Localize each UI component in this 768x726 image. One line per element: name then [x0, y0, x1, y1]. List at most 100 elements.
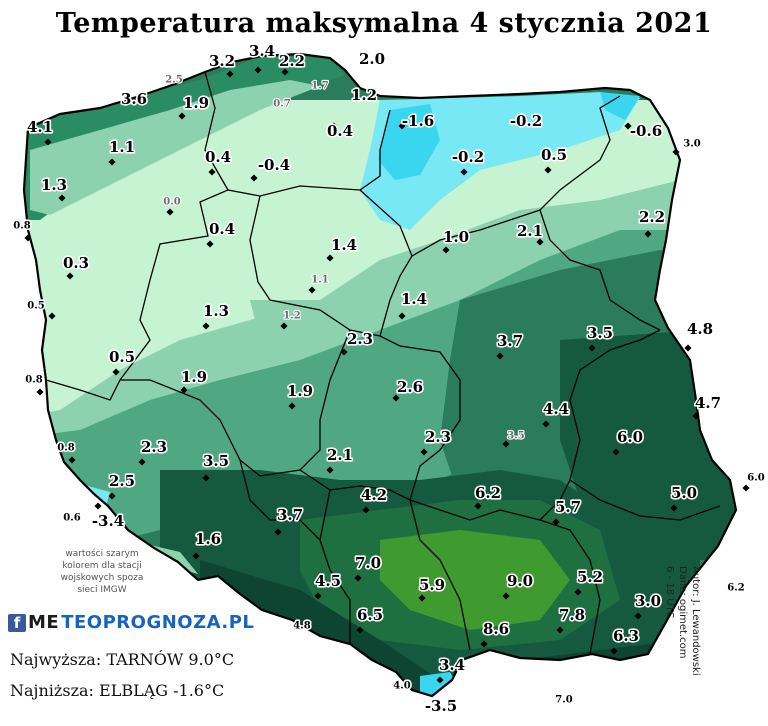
- station-temperature-label: 0.4: [205, 148, 231, 166]
- station-temperature-label: 3.5: [203, 452, 229, 470]
- station-marker: [574, 588, 582, 596]
- station-marker: [280, 322, 288, 330]
- station-temperature-label: 3.7: [497, 332, 523, 350]
- station-temperature-label: 0.8: [25, 375, 42, 386]
- station-temperature-label: -0.2: [510, 112, 542, 130]
- station-temperature-label: 1.3: [41, 176, 67, 194]
- station-temperature-label: 4.0: [393, 681, 410, 692]
- station-temperature-label: 6.3: [613, 627, 639, 645]
- station-marker: [612, 448, 620, 456]
- station-marker: [474, 502, 482, 510]
- station-marker: [362, 506, 370, 514]
- station-marker: [634, 612, 642, 620]
- max-temperature-text: Najwyższa: TARNÓW 9.0°C: [10, 650, 235, 669]
- station-marker: [330, 122, 338, 130]
- station-temperature-label: 0.5: [109, 348, 135, 366]
- station-marker: [420, 448, 428, 456]
- station-marker: [178, 112, 186, 120]
- station-temperature-label: 1.9: [287, 382, 313, 400]
- station-temperature-label: 4.7: [695, 394, 721, 412]
- station-marker: [24, 234, 32, 242]
- station-temperature-label: 4.8: [687, 320, 713, 338]
- station-marker: [496, 352, 504, 360]
- station-temperature-label: 0.5: [27, 301, 44, 312]
- station-marker: [36, 388, 44, 396]
- station-temperature-label: 2.6: [397, 378, 423, 396]
- military-stations-note: wartości szarym kolorem dla stacji wojsk…: [60, 549, 144, 595]
- station-marker: [670, 504, 678, 512]
- brand-name-a: ME: [28, 612, 60, 633]
- station-marker: [442, 246, 450, 254]
- station-marker: [68, 456, 76, 464]
- station-temperature-label: 1.2: [351, 86, 377, 104]
- station-temperature-label: 2.3: [141, 438, 167, 456]
- station-marker: [288, 402, 296, 410]
- station-marker: [308, 286, 316, 294]
- station-temperature-label: 1.6: [195, 530, 221, 548]
- station-temperature-label: 0.7: [273, 99, 290, 110]
- station-temperature-label: 7.0: [355, 554, 381, 572]
- station-marker: [48, 312, 56, 320]
- station-temperature-label: 1.1: [109, 138, 135, 156]
- station-temperature-label: 1.3: [203, 302, 229, 320]
- station-marker: [552, 518, 560, 526]
- station-marker: [108, 492, 116, 500]
- station-marker: [392, 394, 400, 402]
- station-marker: [108, 158, 116, 166]
- station-marker: [226, 70, 234, 78]
- station-temperature-label: 3.4: [249, 42, 275, 60]
- station-marker: [192, 552, 200, 560]
- station-marker: [398, 312, 406, 320]
- station-marker: [208, 168, 216, 176]
- station-temperature-label: -0.2: [452, 148, 484, 166]
- baltic-sea: [0, 40, 640, 140]
- station-temperature-label: 2.2: [639, 208, 665, 226]
- station-marker: [644, 230, 652, 238]
- station-temperature-label: 9.0: [507, 572, 533, 590]
- station-temperature-label: 0.4: [327, 122, 353, 140]
- station-marker: [460, 168, 468, 176]
- station-marker: [536, 238, 544, 246]
- brand-name-b: TEOPROGNOZA.PL: [61, 612, 255, 633]
- station-marker: [556, 626, 564, 634]
- facebook-icon[interactable]: f: [8, 613, 26, 632]
- station-marker: [254, 66, 262, 74]
- station-temperature-label: 3.5: [587, 324, 613, 342]
- station-temperature-label: -1.6: [402, 112, 434, 130]
- station-temperature-label: 4.2: [361, 486, 387, 504]
- station-marker: [542, 420, 550, 428]
- credits: Autor: J. Lewandowski Dane: ogimet.com 6…: [663, 566, 702, 726]
- station-marker: [352, 92, 360, 100]
- station-temperature-label: 0.4: [209, 220, 235, 238]
- station-temperature-label: 0.6: [63, 513, 80, 524]
- meteoprognoza-logo[interactable]: f ME TEOPROGNOZA.PL: [8, 612, 254, 633]
- station-marker: [202, 322, 210, 330]
- station-temperature-label: -0.4: [258, 156, 290, 174]
- station-marker: [250, 174, 258, 182]
- station-marker: [314, 592, 322, 600]
- station-temperature-label: 6.0: [617, 428, 643, 446]
- station-temperature-label: 6.0: [747, 473, 764, 484]
- station-temperature-label: 6.5: [357, 606, 383, 624]
- station-temperature-label: 2.3: [425, 428, 451, 446]
- station-temperature-label: -3.5: [425, 697, 457, 715]
- station-marker: [418, 594, 426, 602]
- station-temperature-label: 2.2: [279, 52, 305, 70]
- station-temperature-label: 5.0: [671, 484, 697, 502]
- station-temperature-label: 4.4: [543, 400, 569, 418]
- station-marker: [672, 148, 680, 156]
- station-marker: [326, 254, 334, 262]
- station-temperature-label: 1.7: [311, 81, 328, 92]
- station-temperature-label: 1.2: [283, 311, 300, 322]
- station-temperature-label: 5.2: [577, 568, 603, 586]
- station-temperature-label: 1.9: [183, 94, 209, 112]
- station-temperature-label: 1.1: [311, 275, 328, 286]
- station-marker: [326, 466, 334, 474]
- station-temperature-label: 7.0: [555, 695, 572, 706]
- station-temperature-label: 0.8: [57, 443, 74, 454]
- station-temperature-label: -3.4: [92, 512, 124, 530]
- station-marker: [502, 440, 510, 448]
- credit-hours: 6 - 18 UTC: [664, 566, 675, 619]
- station-temperature-label: 4.5: [315, 572, 341, 590]
